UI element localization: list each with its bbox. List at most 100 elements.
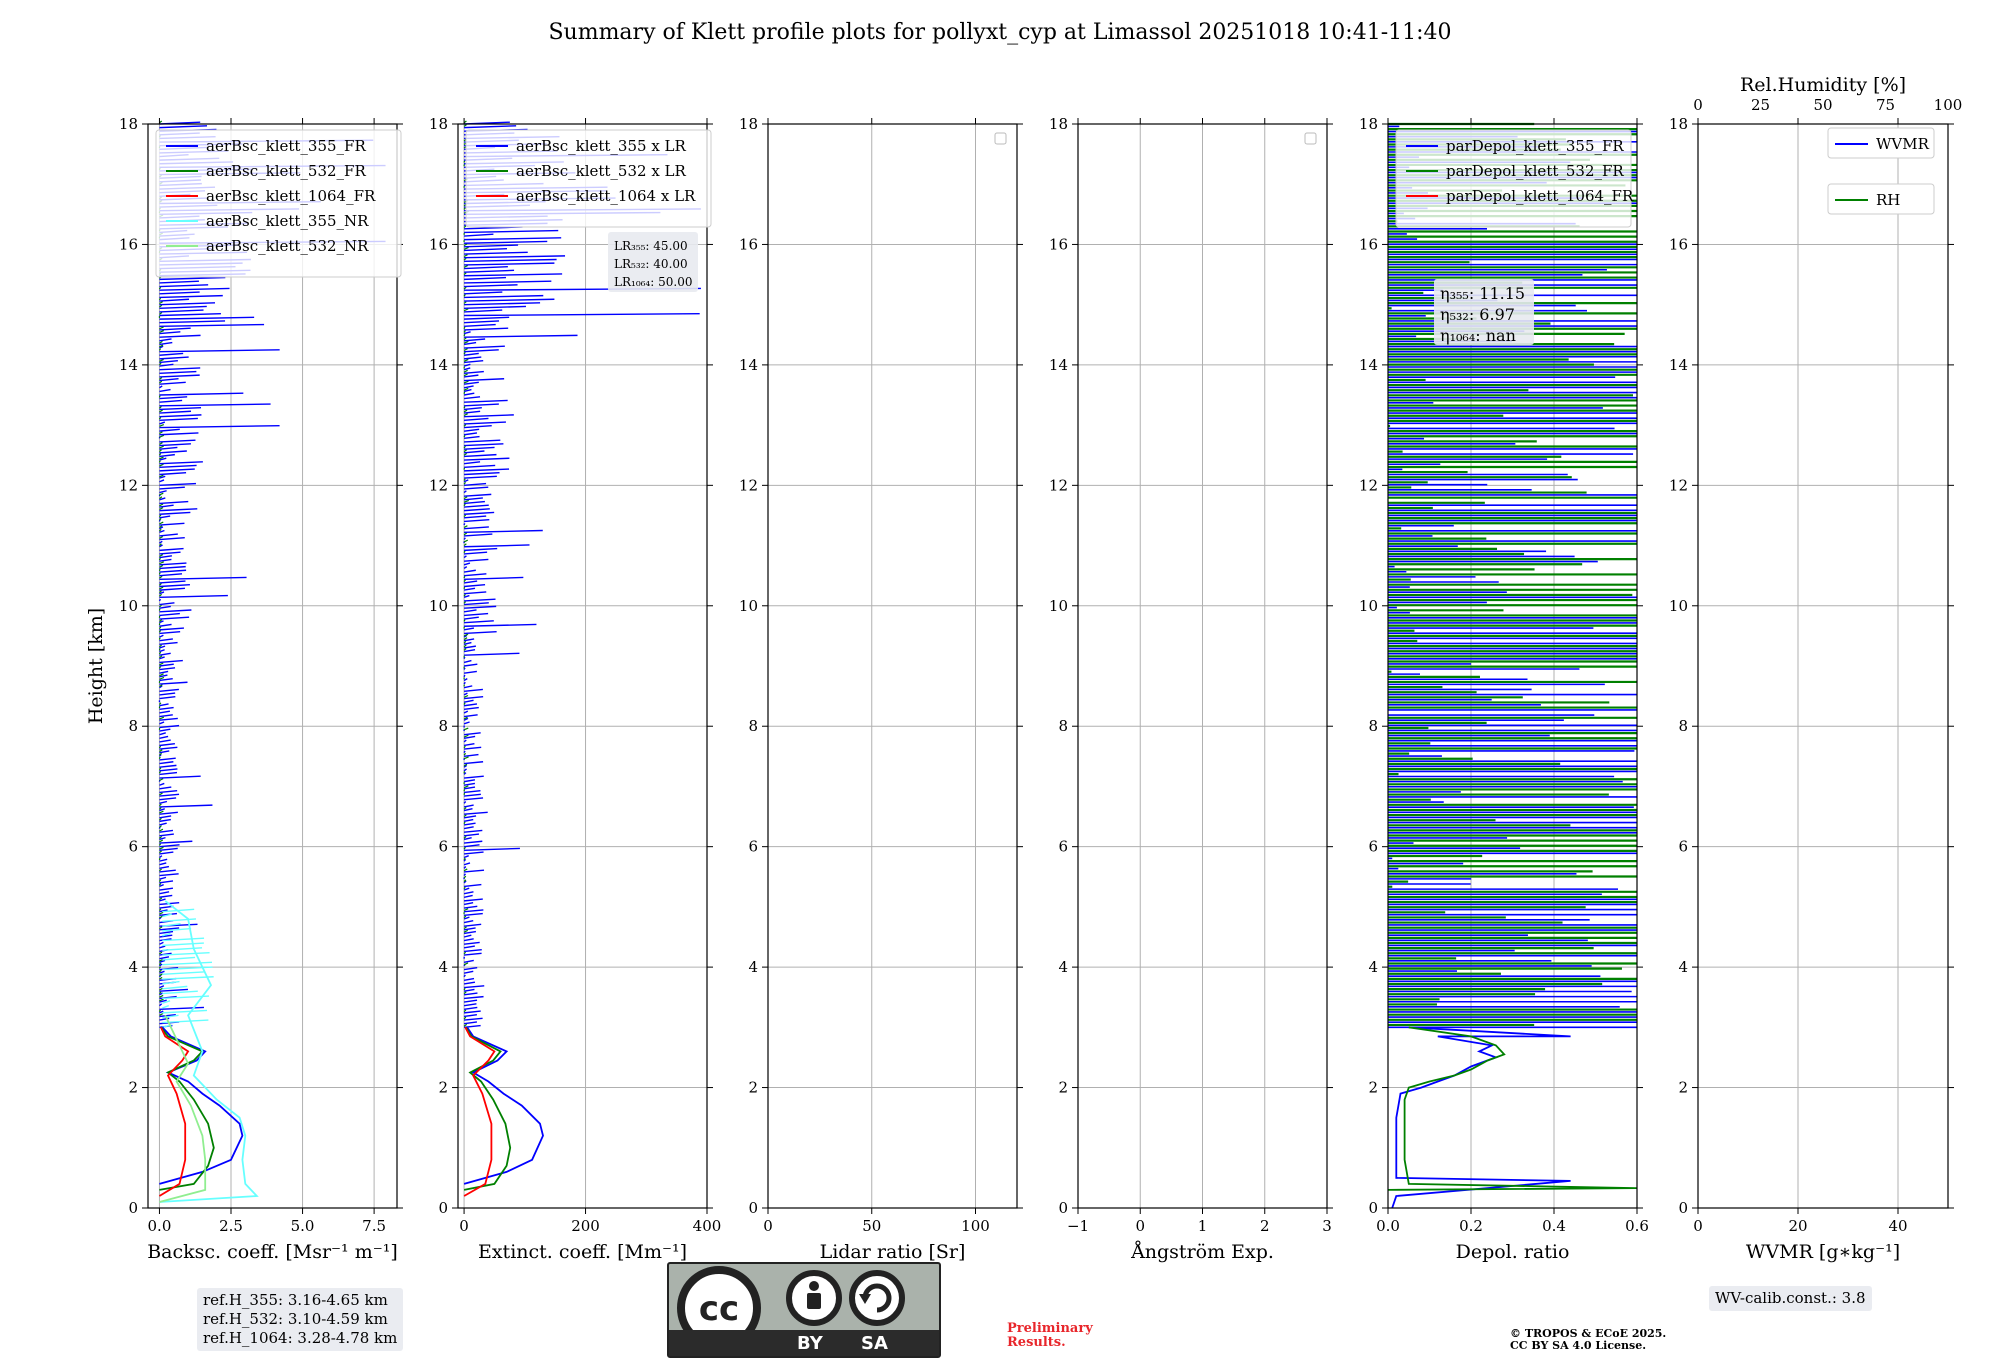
empty-legend-box — [1304, 132, 1317, 145]
noise-spike-532 — [463, 348, 468, 351]
noise-spike-355 — [464, 291, 503, 295]
x-tick-label: 40 — [1888, 1217, 1907, 1235]
noise-spike-532 — [463, 593, 466, 597]
noise-spike-355 — [159, 609, 192, 613]
noise-spike-355 — [159, 425, 280, 429]
noise-spike-355 — [159, 511, 191, 515]
x-tick-label: 0 — [459, 1217, 469, 1235]
series-line-aerBsc_klett_355_NR — [159, 900, 259, 1203]
noise-spike-355 — [463, 1003, 477, 1007]
noise-spike-355 — [464, 811, 488, 815]
noise-spike-355 — [464, 551, 488, 555]
y-tick-label: 8 — [1678, 717, 1688, 735]
noise-spike-355 — [463, 735, 476, 739]
figure-title: Summary of Klett profile plots for polly… — [548, 20, 1452, 45]
noise-spike-355 — [463, 627, 475, 631]
noise-spike-532 — [463, 821, 466, 825]
noise-spike-532 — [463, 481, 467, 485]
noise-spike-355 — [159, 627, 184, 631]
y-tick-label: 0 — [1058, 1199, 1068, 1217]
sa-arrowhead-icon — [859, 1294, 871, 1304]
y-tick-label: 8 — [1058, 717, 1068, 735]
noise-spike-355 — [159, 782, 165, 786]
noise-spike-355 — [463, 1021, 478, 1025]
legend-entry: WVMR — [1876, 135, 1930, 153]
noise-spike-532 — [463, 644, 467, 648]
y-tick-label: 8 — [128, 717, 138, 735]
noise-spike-532 — [159, 344, 164, 348]
noise-spike-355 — [464, 450, 485, 454]
noise-spike-532 — [158, 883, 162, 886]
y-tick-label: 6 — [438, 838, 448, 856]
noise-spike-532 — [463, 452, 468, 456]
x-tick-label: 0 — [1693, 1217, 1703, 1235]
noise-spike-532 — [463, 525, 468, 529]
noise-spike-355 — [159, 544, 163, 548]
angstrom-box — [1434, 279, 1534, 345]
noise-spike-532 — [463, 286, 467, 290]
noise-spike-355 — [159, 836, 166, 841]
noise-spike-355 — [464, 273, 563, 277]
noise-spike-355 — [159, 439, 196, 443]
noise-spike-532 — [158, 626, 162, 630]
top-axis-label: Rel.Humidity [%] — [1740, 74, 1906, 96]
noise-spike-355 — [464, 948, 482, 953]
noise-spike-355 — [159, 620, 164, 624]
ref-heights-box: ref.H_355: 3.16-4.65 km ref.H_532: 3.10-… — [197, 1288, 404, 1351]
noise-spike-355-nr — [162, 966, 213, 971]
noise-spike-355 — [159, 970, 165, 974]
noise-spike-532 — [158, 857, 161, 861]
noise-spike-355-nr — [162, 961, 213, 966]
noise-spike-532 — [463, 814, 467, 818]
noise-spike-532 — [463, 532, 468, 536]
noise-spike-355 — [159, 349, 280, 353]
noise-spike-532 — [158, 1009, 161, 1012]
noise-spike-532 — [158, 767, 162, 770]
noise-spike-355 — [463, 930, 477, 935]
noise-spike-532 — [158, 568, 161, 572]
noise-spike-355 — [159, 876, 167, 880]
noise-spike-355 — [464, 898, 483, 902]
y-tick-label: 12 — [429, 476, 448, 494]
noise-spike-355 — [463, 768, 467, 772]
noise-spike-532 — [463, 337, 467, 341]
noise-spike-532 — [158, 745, 162, 749]
noise-spike-355 — [464, 508, 490, 512]
noise-spike-355-nr — [162, 913, 172, 918]
x-axis-label: Backsc. coeff. [Msr⁻¹ m⁻¹] — [147, 1241, 398, 1263]
noise-spike-355 — [464, 443, 504, 447]
noise-spike-355 — [159, 558, 172, 562]
noise-spike-532 — [463, 601, 466, 604]
noise-spike-355 — [464, 399, 508, 403]
noise-spike-532 — [463, 254, 468, 258]
cc-by-label: BY — [797, 1333, 823, 1354]
noise-spike-355 — [159, 757, 176, 761]
noise-spike-355 — [464, 696, 484, 700]
noise-spike-355 — [159, 555, 173, 559]
noise-spike-355 — [463, 566, 468, 570]
noise-spike-532 — [159, 406, 162, 409]
noise-spike-532 — [159, 803, 162, 807]
noise-spike-355 — [159, 370, 197, 375]
noise-spike-532 — [463, 763, 468, 767]
noise-spike-532 — [463, 633, 469, 637]
noise-spike-532 — [463, 694, 469, 698]
noise-spike-355 — [159, 291, 200, 295]
noise-spike-355 — [159, 945, 166, 949]
noise-spike-355 — [159, 815, 172, 819]
noise-spike-355 — [159, 764, 177, 768]
noise-spike-532 — [159, 449, 162, 453]
noise-spike-355 — [159, 858, 168, 862]
noise-spike-355-nr — [162, 1004, 169, 1009]
noise-spike-355 — [463, 789, 481, 794]
noise-spike-355 — [159, 645, 166, 649]
noise-spike-355 — [159, 334, 201, 338]
y-tick-label: 0 — [748, 1199, 758, 1217]
noise-spike-532 — [463, 369, 468, 373]
noise-spike-355 — [464, 1017, 483, 1021]
preliminary-line-2: Results. — [1007, 1335, 1066, 1350]
noise-spike-532 — [463, 926, 467, 930]
noise-spike-355 — [159, 406, 202, 411]
y-tick-label: 10 — [429, 597, 448, 615]
noise-spike-355 — [463, 967, 478, 971]
